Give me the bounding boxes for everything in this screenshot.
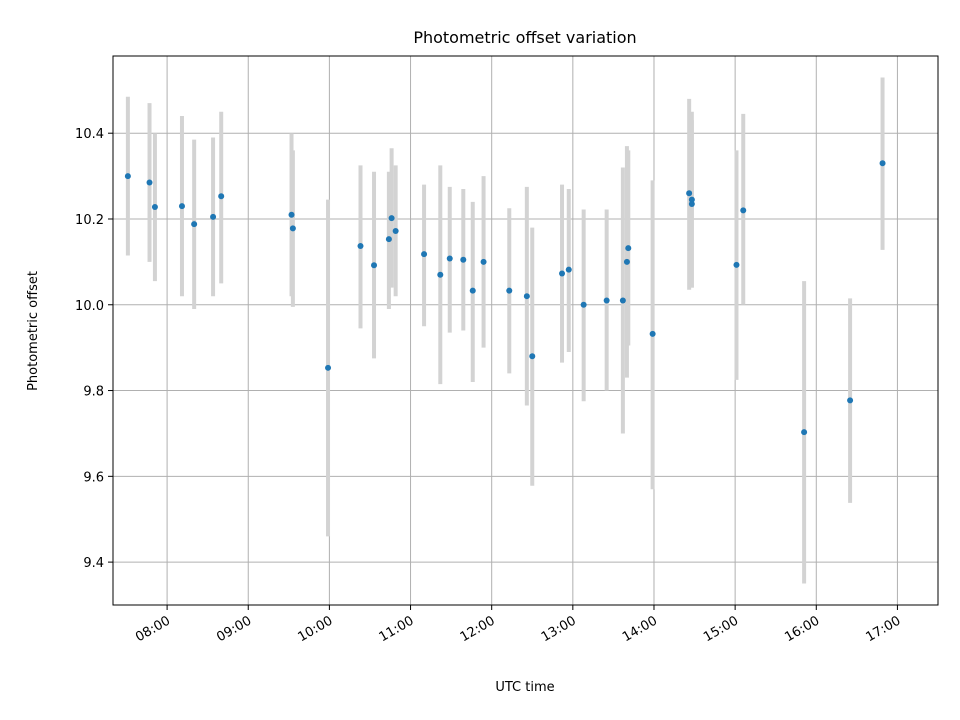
y-tick-label: 10.0 [75,299,104,314]
data-point [460,256,467,263]
data-point [506,287,513,294]
x-tick-label: 17:00 [863,613,903,645]
data-point [801,429,808,436]
data-point [469,287,476,294]
y-axis-label: Photometric offset [26,271,41,391]
data-point [288,211,295,218]
x-tick-label: 09:00 [214,613,254,645]
x-tick-label: 10:00 [295,613,335,645]
y-axis: 9.4 9.6 9.8 10.0 10.2 10.4 [75,127,113,571]
data-point [357,243,364,250]
data-point [191,221,198,228]
data-point [388,215,395,222]
x-axis: 08:00 09:00 10:00 11:00 12:00 13:00 14:00 15:00… [133,605,903,645]
data-point [625,245,632,252]
data-point [124,173,131,180]
data-point [623,258,630,265]
data-point [523,293,530,300]
data-point [480,258,487,265]
data-point [559,270,566,277]
data-point [529,353,536,360]
x-axis-label: UTC time [495,680,554,695]
data-point [178,203,185,210]
y-tick-label: 10.4 [75,127,104,142]
data-point [733,261,740,268]
data-point [740,207,747,214]
data-point [385,236,392,243]
data-point [421,251,428,258]
error-bars [125,77,885,584]
x-tick-label: 13:00 [539,613,579,645]
y-tick-label: 9.6 [83,470,104,485]
data-point [392,227,399,234]
data-point [847,397,854,404]
chart-title: Photometric offset variation [413,28,636,47]
x-tick-label: 11:00 [377,613,417,645]
data-point [686,190,693,197]
data-point [210,213,217,220]
data-point [289,225,296,232]
data-point [649,330,656,337]
data-point [371,262,378,269]
x-tick-label: 14:00 [620,613,660,645]
x-tick-label: 12:00 [458,613,498,645]
data-point [688,200,695,207]
data-point [603,297,610,304]
data-point [151,203,158,210]
plot-frame [112,55,939,606]
data-point [879,160,886,167]
y-tick-label: 9.4 [83,556,104,571]
data-point [565,266,572,273]
x-tick-label: 15:00 [701,613,741,645]
x-tick-label: 16:00 [782,613,822,645]
y-tick-label: 10.2 [75,213,104,228]
data-point [437,271,444,278]
y-tick-label: 9.8 [83,385,104,400]
data-point [446,255,453,262]
data-point [325,364,332,371]
data-point [619,297,626,304]
data-point [218,193,225,200]
data-points [124,160,886,436]
x-tick-label: 08:00 [133,613,173,645]
data-point [688,196,695,203]
data-point [146,179,153,186]
data-point [580,301,587,308]
